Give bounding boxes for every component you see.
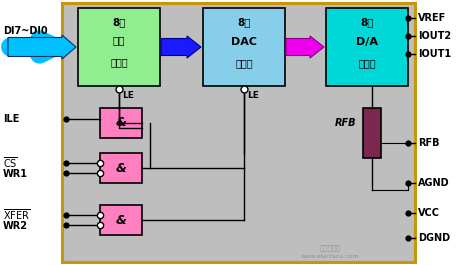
Bar [326, 8, 408, 86]
Text: 转换器: 转换器 [358, 58, 376, 68]
Text: DI7~DI0: DI7~DI0 [3, 26, 48, 36]
Text: LE: LE [247, 91, 259, 100]
Text: DAC: DAC [231, 37, 257, 47]
Text: 8位: 8位 [112, 17, 126, 27]
Text: RFB: RFB [418, 138, 439, 148]
Text: WR1: WR1 [3, 169, 28, 179]
Text: LE: LE [122, 91, 134, 100]
Text: &: & [115, 117, 126, 130]
Text: 寄存器: 寄存器 [110, 57, 128, 67]
Text: DGND: DGND [418, 233, 450, 243]
Text: VCC: VCC [418, 208, 440, 218]
Text: 寄存器: 寄存器 [235, 58, 253, 68]
FancyArrow shape [161, 36, 201, 58]
Text: 8位: 8位 [237, 17, 251, 27]
Bar [100, 205, 142, 235]
Text: &: & [115, 214, 126, 227]
FancyArrow shape [286, 36, 324, 58]
Text: $\overline{\mathrm{XFER}}$: $\overline{\mathrm{XFER}}$ [3, 207, 30, 222]
Text: WR2: WR2 [3, 221, 28, 231]
Bar [62, 3, 415, 262]
Text: $\overline{\mathrm{CS}}$: $\overline{\mathrm{CS}}$ [3, 155, 18, 170]
FancyArrow shape [8, 35, 76, 59]
Text: 输入: 输入 [113, 35, 125, 45]
Bar [78, 8, 160, 86]
Text: www.elecfans.com: www.elecfans.com [301, 254, 359, 259]
Text: D/A: D/A [356, 37, 378, 47]
Text: AGND: AGND [418, 178, 450, 188]
Text: ILE: ILE [3, 113, 19, 123]
Bar [100, 108, 142, 138]
Bar [363, 108, 381, 158]
Text: 电子发烧友: 电子发烧友 [319, 245, 341, 251]
Text: RFB: RFB [335, 118, 357, 128]
Bar [203, 8, 285, 86]
Text: IOUT1: IOUT1 [418, 49, 451, 59]
Text: IOUT2: IOUT2 [418, 31, 451, 41]
Text: VREF: VREF [418, 13, 446, 23]
Text: &: & [115, 161, 126, 174]
Bar [100, 153, 142, 183]
Text: 8位: 8位 [360, 17, 374, 27]
